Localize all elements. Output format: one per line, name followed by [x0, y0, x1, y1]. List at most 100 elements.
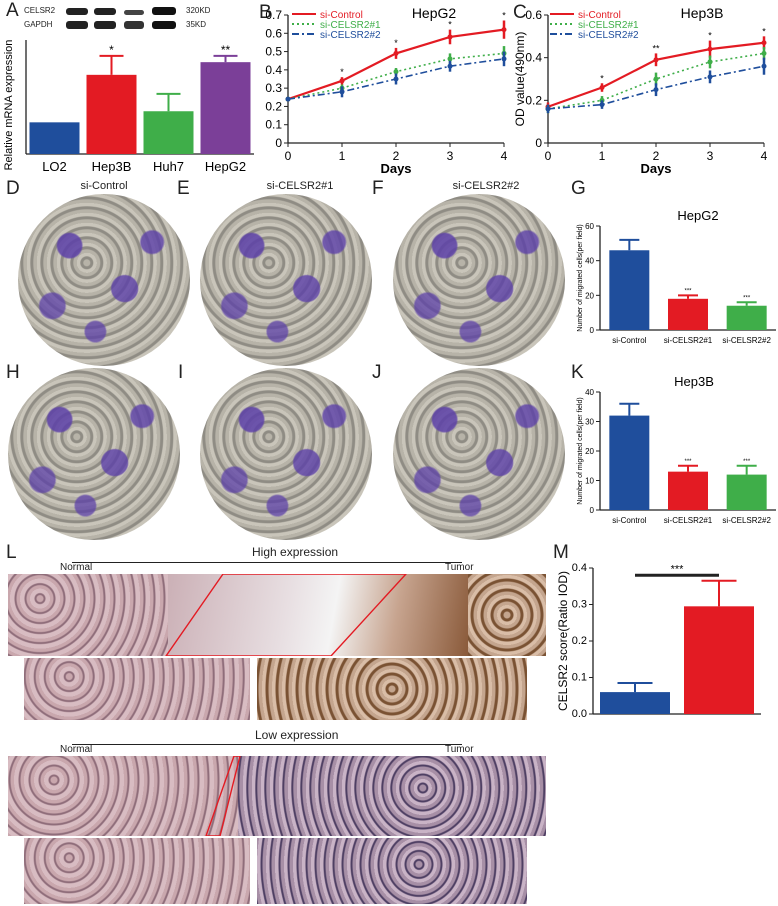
significance-mark: ***	[743, 459, 751, 465]
significance-mark: ***	[743, 295, 751, 301]
panel-label-b: B	[259, 2, 272, 23]
category-label: si-CELSR2#2	[722, 516, 771, 525]
x-axis-label: Days	[380, 161, 411, 176]
blot-label-gapdh: GAPDH	[24, 20, 53, 29]
label-normal-high: Normal	[60, 562, 93, 573]
label-normal-low: Normal	[60, 744, 93, 755]
category-label: Huh7	[153, 159, 184, 174]
data-point	[339, 89, 345, 95]
legend-label: si-Control	[320, 10, 363, 21]
ihc-low-zoom-outline	[205, 756, 241, 836]
bar	[600, 692, 670, 714]
ihc-high-transition-region	[168, 574, 468, 656]
data-point	[447, 56, 453, 62]
chart-k-hep3b-migration: 0 10 20 30 40 si-Control *** si-CELSR2#1 *** si-C…	[577, 374, 776, 525]
x-tick-label: 1	[339, 149, 346, 163]
significance-mark: *	[762, 26, 766, 36]
data-point	[653, 57, 659, 63]
category-label: si-Control	[612, 336, 646, 345]
y-tick-label: 0.4	[265, 63, 282, 77]
panel-label-h: H	[6, 362, 20, 383]
bar	[609, 415, 650, 510]
bar	[86, 74, 137, 154]
bar	[684, 606, 754, 714]
category-label: si-CELSR2#1	[664, 516, 713, 525]
data-point	[707, 74, 713, 80]
data-point	[653, 87, 659, 93]
blot-label-celsr2: CELSR2	[24, 6, 56, 15]
ihc-high-tumor-zoom	[257, 658, 527, 720]
y-tick-label: 0.6	[525, 8, 542, 22]
significance-mark: *	[708, 31, 712, 41]
significance-mark: *	[600, 73, 604, 83]
category-label: LO2	[42, 159, 67, 174]
significance-mark: *	[502, 10, 506, 20]
chart-title: HepG2	[412, 5, 457, 21]
category-label: Tumor	[700, 720, 738, 722]
data-point	[599, 85, 605, 91]
chart-title: Hep3B	[674, 374, 714, 389]
category-label: Normal	[614, 720, 656, 722]
ihc-high-zoom-outline	[165, 574, 407, 656]
data-point	[761, 40, 767, 46]
data-point	[285, 96, 291, 102]
significance-mark: *	[394, 38, 398, 48]
chart-c-hep3b-growth: 0 0.2 0.4 0.6 0 1 2 3 4 Days OD value(490nm) Hep3B *…	[513, 5, 768, 176]
micro-title-d: si-Control	[80, 180, 128, 192]
x-tick-label: 3	[447, 149, 454, 163]
bar	[200, 62, 251, 154]
x-tick-label: 2	[393, 149, 400, 163]
data-point	[447, 63, 453, 69]
x-tick-label: 4	[761, 149, 768, 163]
panel-label-g: G	[571, 178, 586, 199]
micrograph-h	[8, 368, 180, 540]
bar	[29, 122, 80, 154]
label-low-expression: Low expression	[255, 728, 339, 742]
legend-label: si-CELSR2#2	[320, 30, 381, 41]
panel-label-f: F	[372, 178, 384, 199]
micrograph-d	[18, 194, 190, 366]
micrograph-j	[393, 368, 565, 540]
legend-label: si-Control	[578, 10, 621, 21]
micro-title-f: si-CELSR2#2	[452, 180, 520, 192]
y-tick-label: 0.2	[572, 635, 587, 647]
category-label: si-Control	[612, 516, 646, 525]
y-tick-label: 0	[535, 136, 542, 150]
panel-label-d: D	[6, 178, 20, 199]
x-tick-label: 0	[285, 149, 292, 163]
bar	[143, 111, 194, 154]
chart-title: HepG2	[677, 208, 718, 223]
y-tick-label: 30	[585, 418, 594, 427]
significance-mark: *	[109, 43, 114, 57]
chart-title: Hep3B	[681, 5, 724, 21]
y-tick-label: 60	[585, 222, 594, 231]
legend-label: si-CELSR2#2	[578, 30, 639, 41]
x-tick-label: 3	[707, 149, 714, 163]
y-axis-label: Number of migrated cells(per field)	[577, 397, 584, 504]
y-axis-label: OD value(490nm)	[513, 32, 527, 127]
low-expression-rule	[72, 744, 462, 745]
y-tick-label: 0.1	[265, 118, 282, 132]
y-tick-label: 0.2	[525, 93, 542, 107]
y-tick-label: 0.3	[265, 81, 282, 95]
panel-label-a: A	[6, 0, 19, 21]
x-tick-label: 2	[653, 149, 660, 163]
data-point	[393, 76, 399, 82]
micrograph-f	[393, 194, 565, 366]
ihc-low-tumor-zoom	[257, 838, 527, 904]
y-tick-label: 20	[585, 291, 594, 300]
western-blot	[62, 4, 182, 34]
data-point	[545, 106, 551, 112]
ihc-high-normal-zoom	[24, 658, 250, 720]
panel-label-e: E	[177, 178, 190, 199]
significance-mark: *	[340, 67, 344, 77]
data-point	[501, 27, 507, 33]
y-tick-label: 0.4	[525, 51, 542, 65]
chart-b-hepg2-growth: 00.10.20.30.40.50.60.70 1 2 3 4DaysHepG2****…	[265, 5, 507, 176]
significance-mark: **	[652, 43, 660, 53]
y-tick-label: 20	[585, 447, 594, 456]
data-point	[761, 50, 767, 56]
bar	[668, 298, 708, 330]
bar	[609, 250, 650, 330]
legend-label: si-CELSR2#1	[320, 20, 381, 31]
